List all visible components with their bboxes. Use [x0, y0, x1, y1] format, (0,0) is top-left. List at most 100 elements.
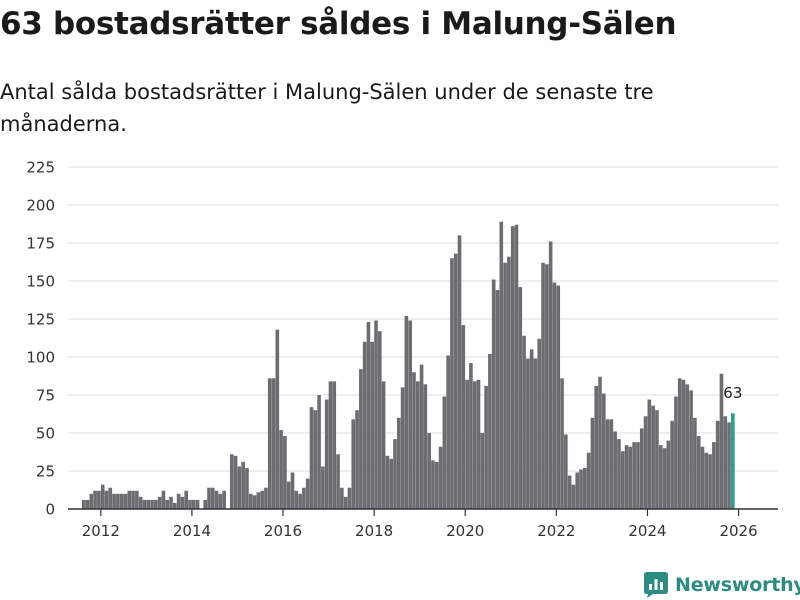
bar	[298, 493, 302, 509]
bar	[218, 493, 223, 509]
bar	[81, 499, 86, 509]
bar	[127, 490, 132, 509]
bar	[453, 253, 458, 509]
bar	[123, 493, 128, 509]
bar	[434, 461, 439, 509]
bar	[666, 440, 671, 509]
bar	[658, 445, 663, 509]
bar	[719, 373, 724, 509]
bar	[655, 410, 659, 509]
bar	[195, 499, 200, 509]
bar	[207, 487, 211, 509]
bar	[564, 434, 568, 509]
bar	[157, 496, 162, 509]
bar	[192, 499, 196, 509]
bar	[689, 390, 693, 509]
bar	[229, 454, 234, 509]
bar	[601, 393, 606, 509]
bar	[309, 407, 314, 509]
bar	[696, 436, 701, 509]
bar	[700, 446, 705, 509]
bar	[662, 448, 667, 509]
page-title: 63 bostadsrätter såldes i Malung-Sälen	[0, 6, 677, 42]
newsworthy-logo[interactable]: Newsworthy	[644, 570, 800, 600]
bar	[643, 416, 648, 509]
bar	[85, 499, 90, 509]
bar	[715, 420, 720, 509]
bar	[495, 290, 500, 509]
bar	[135, 490, 139, 509]
bar	[567, 475, 572, 509]
bar	[693, 417, 697, 509]
bar	[457, 235, 462, 509]
bar	[704, 452, 709, 509]
bar	[324, 399, 329, 509]
y-tick-label: 25	[36, 463, 55, 481]
x-tick-label: 2020	[446, 522, 484, 540]
bar	[571, 484, 576, 509]
bar	[237, 466, 242, 509]
bar	[89, 493, 94, 509]
y-tick-label: 150	[26, 273, 55, 291]
bar	[203, 499, 207, 509]
bar	[328, 381, 333, 509]
bar	[169, 496, 173, 509]
x-tick-label: 2024	[628, 522, 666, 540]
bar	[594, 385, 598, 509]
bar	[370, 341, 375, 509]
x-tick-label: 2016	[264, 522, 302, 540]
bar	[431, 460, 435, 509]
bar	[526, 358, 530, 509]
bar	[681, 379, 686, 509]
bar	[267, 378, 272, 509]
bar	[180, 496, 185, 509]
bar	[184, 490, 189, 509]
bar	[343, 496, 348, 509]
y-tick-label: 50	[36, 425, 55, 443]
bar	[321, 466, 325, 509]
bar	[639, 428, 644, 509]
x-tick-label: 2014	[173, 522, 211, 540]
bar	[446, 355, 450, 509]
bar	[579, 469, 583, 509]
bar	[488, 353, 492, 509]
bar	[427, 433, 431, 509]
bar	[104, 490, 109, 509]
bar	[154, 499, 158, 509]
bar	[541, 262, 545, 509]
bar	[438, 446, 443, 509]
bar-highlight	[731, 413, 735, 509]
bar	[222, 490, 226, 509]
bar	[560, 378, 564, 509]
bar	[548, 241, 553, 509]
bar	[336, 454, 340, 509]
bar	[340, 487, 344, 509]
bar	[116, 493, 120, 509]
bar	[161, 490, 166, 509]
bar	[469, 363, 473, 509]
x-tick-label: 2012	[82, 522, 120, 540]
bar	[347, 487, 352, 509]
bar	[302, 487, 306, 509]
bar	[374, 320, 378, 509]
bar	[484, 385, 488, 509]
bar	[294, 490, 299, 509]
y-tick-label: 0	[45, 501, 55, 519]
bar	[465, 379, 469, 509]
bar	[598, 376, 602, 509]
bar	[366, 322, 371, 509]
bar	[397, 417, 401, 509]
bar	[674, 396, 678, 509]
bar	[313, 410, 318, 509]
bar	[176, 493, 181, 509]
bar	[472, 381, 477, 509]
bar	[507, 256, 511, 509]
bar	[624, 445, 629, 509]
bar	[727, 422, 731, 509]
bar-chart: 0 25 50 75 100 125 150 175 200 225 2012 2014 2016 201…	[26, 159, 778, 540]
bar	[286, 481, 291, 509]
bar	[583, 467, 587, 509]
bar	[112, 493, 116, 509]
bar	[260, 490, 264, 509]
bar	[317, 395, 321, 509]
